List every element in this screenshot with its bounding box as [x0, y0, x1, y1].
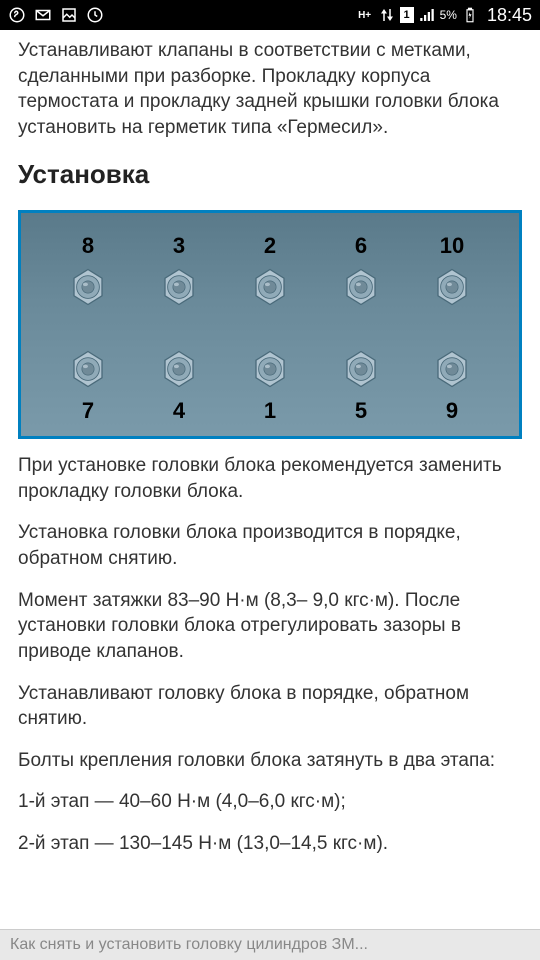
- battery-percent: 5%: [440, 8, 457, 22]
- page-title-footer: Как снять и установить головку цилиндров…: [0, 929, 540, 960]
- bolt-label: 2: [264, 231, 276, 261]
- image-icon: [60, 6, 78, 24]
- heading-installation: Установка: [18, 157, 522, 192]
- paragraph: Устанавливают клапаны в соответствии с м…: [18, 38, 522, 141]
- paragraph: 2-й этап — 130–145 Н·м (13,0–14,5 кгс·м)…: [18, 831, 522, 857]
- paragraph: Момент затяжки 83–90 Н·м (8,3– 9,0 кгс·м…: [18, 588, 522, 665]
- data-icon: [378, 6, 396, 24]
- bolt-label: 4: [173, 396, 185, 426]
- whatsapp-icon: [8, 6, 26, 24]
- network-icon: H+: [356, 6, 374, 24]
- bolt-label: 10: [440, 231, 464, 261]
- sync-icon: [86, 6, 104, 24]
- bolt-icon: [431, 348, 473, 390]
- battery-icon: [461, 6, 479, 24]
- paragraph: 1-й этап — 40–60 Н·м (4,0–6,0 кгс·м);: [18, 789, 522, 815]
- paragraph: При установке головки блока рекомендуетс…: [18, 453, 522, 504]
- article-content[interactable]: Устанавливают клапаны в соответствии с м…: [0, 30, 540, 881]
- bolt-label: 7: [82, 396, 94, 426]
- bolt-label: 8: [82, 231, 94, 261]
- bolt-label: 3: [173, 231, 185, 261]
- paragraph: Установка головки блока производится в п…: [18, 520, 522, 571]
- clock: 18:45: [487, 5, 532, 26]
- bolt-icon: [340, 266, 382, 308]
- mail-icon: [34, 6, 52, 24]
- bolt-label: 9: [446, 396, 458, 426]
- bolt-icon: [158, 348, 200, 390]
- bolt-order-diagram: 8 3 2 6 10 7 4 1: [18, 210, 522, 439]
- bolt-icon: [67, 348, 109, 390]
- bolt-icon: [67, 266, 109, 308]
- bolt-label: 5: [355, 396, 367, 426]
- bolt-icon: [249, 266, 291, 308]
- bolt-label: 1: [264, 396, 276, 426]
- bolt-icon: [431, 266, 473, 308]
- diagram-bottom-row: 7 4 1 5 9: [35, 348, 505, 426]
- diagram-top-row: 8 3 2 6 10: [35, 231, 505, 309]
- bolt-label: 6: [355, 231, 367, 261]
- bolt-icon: [158, 266, 200, 308]
- bolt-icon: [340, 348, 382, 390]
- status-bar: H+ 1 5% 18:45: [0, 0, 540, 30]
- sim-icon: 1: [400, 7, 414, 23]
- paragraph: Болты крепления головки блока затянуть в…: [18, 748, 522, 774]
- paragraph: Устанавливают головку блока в порядке, о…: [18, 681, 522, 732]
- bolt-icon: [249, 348, 291, 390]
- signal-icon: [418, 6, 436, 24]
